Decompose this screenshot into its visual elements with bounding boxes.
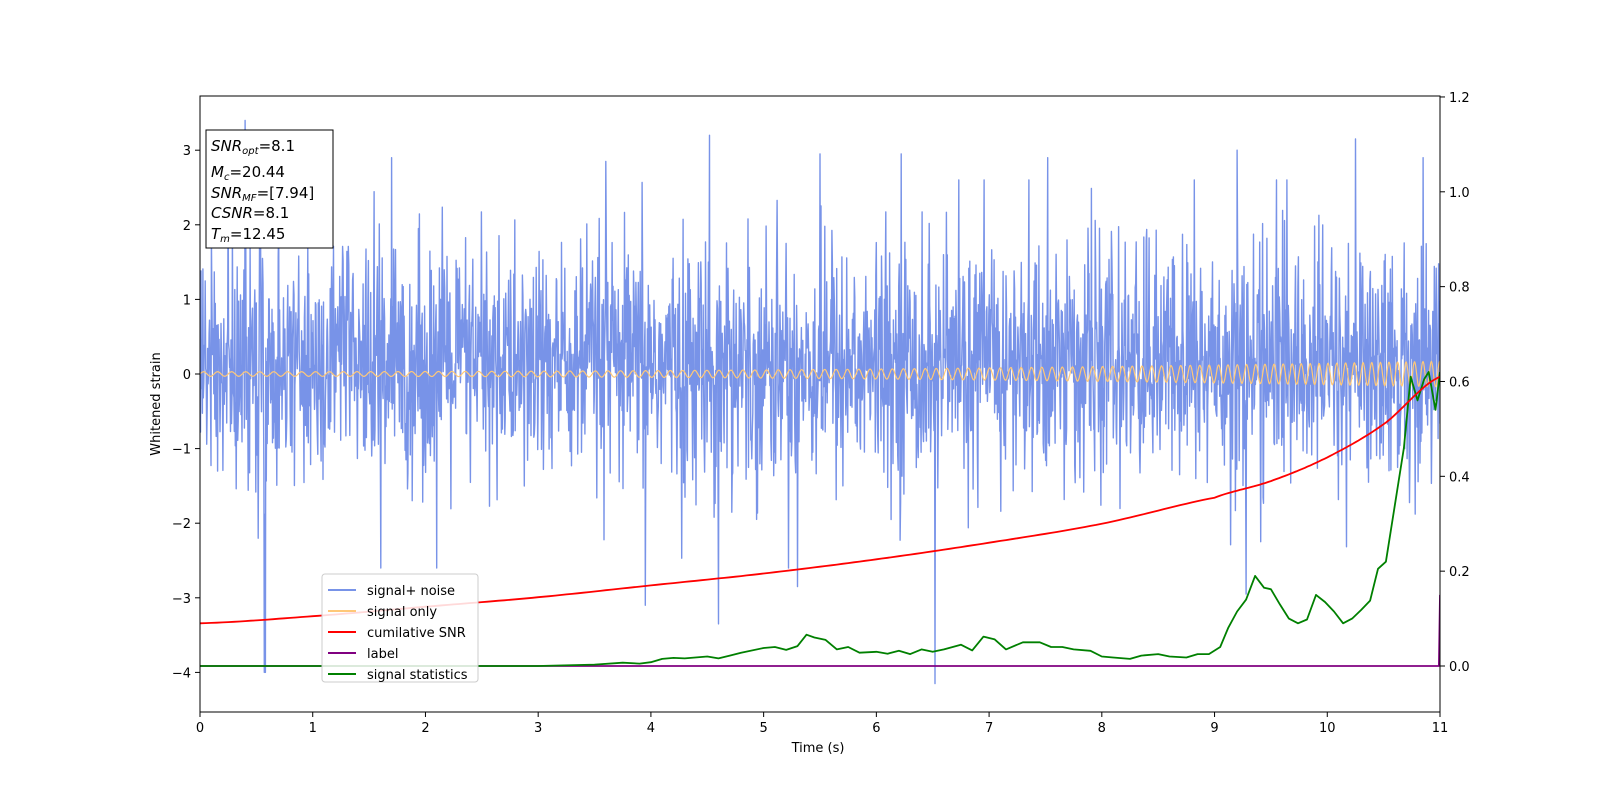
legend-label: signal statistics bbox=[367, 668, 468, 683]
legend-frame bbox=[321, 573, 479, 683]
x-tick-label: 11 bbox=[1432, 721, 1449, 736]
y-left-tick-label: 2 bbox=[183, 219, 191, 234]
y-right-tick-label: 0.4 bbox=[1449, 470, 1470, 485]
info-box-frame bbox=[205, 129, 334, 249]
info-mc: Mc=20.44 bbox=[211, 163, 285, 183]
y-left-tick-label: −1 bbox=[172, 443, 191, 458]
series-signal-only bbox=[200, 360, 1440, 388]
x-tick-label: 7 bbox=[985, 721, 993, 736]
y-right-tick-label: 0.8 bbox=[1449, 281, 1470, 296]
series-signal-statistics bbox=[200, 371, 1440, 667]
x-tick-label: 8 bbox=[1098, 721, 1106, 736]
info-tm: Tm=12.45 bbox=[211, 225, 285, 245]
y-right-tick-label: 1.2 bbox=[1449, 91, 1470, 106]
x-tick-label: 3 bbox=[534, 721, 542, 736]
y-left-tick-label: 1 bbox=[183, 293, 191, 308]
y-axis-right: 1.2 1.0 0.8 0.6 0.4 0.2 0.0 bbox=[1440, 91, 1470, 675]
y-left-tick-label: −3 bbox=[172, 592, 191, 607]
y-right-tick-label: 1.0 bbox=[1449, 186, 1470, 201]
info-csnr: CSNR=8.1 bbox=[211, 204, 289, 222]
y-axis-left: 3 2 1 0 −1 −2 −3 −4 bbox=[172, 144, 200, 681]
x-tick-label: 5 bbox=[759, 721, 767, 736]
info-snr-mf: SNRMF=[7.94] bbox=[211, 184, 314, 204]
x-tick-label: 2 bbox=[421, 721, 429, 736]
x-tick-label: 9 bbox=[1210, 721, 1218, 736]
y-right-tick-label: 0.6 bbox=[1449, 375, 1470, 390]
series-signal-noise bbox=[200, 119, 1440, 685]
legend-label: signal only bbox=[367, 605, 437, 620]
info-snr-opt: SNRopt=8.1 bbox=[211, 137, 295, 157]
y-axis-label: Whitened strain bbox=[149, 352, 164, 455]
y-left-tick-label: −4 bbox=[172, 666, 191, 681]
legend-label: cumilative SNR bbox=[367, 626, 466, 641]
x-axis: 0 1 2 3 4 5 6 7 8 9 10 11 bbox=[196, 712, 1448, 736]
y-right-tick-label: 0.2 bbox=[1449, 565, 1470, 580]
x-tick-label: 1 bbox=[309, 721, 317, 736]
x-axis-label: Time (s) bbox=[791, 741, 845, 756]
x-tick-label: 6 bbox=[872, 721, 880, 736]
legend: signal+ noise signal only cumilative SNR la… bbox=[321, 573, 479, 683]
x-tick-label: 4 bbox=[647, 721, 655, 736]
legend-label: signal+ noise bbox=[367, 584, 455, 599]
y-left-tick-label: 0 bbox=[183, 368, 191, 383]
legend-label: label bbox=[367, 647, 398, 662]
y-left-tick-label: −2 bbox=[172, 517, 191, 532]
y-right-tick-label: 0.0 bbox=[1449, 660, 1470, 675]
info-box: SNRopt=8.1 Mc=20.44 SNRMF=[7.94] CSNR=8.… bbox=[205, 129, 334, 249]
x-tick-label: 0 bbox=[196, 721, 204, 736]
plot-area-frame bbox=[199, 95, 1441, 713]
x-tick-label: 10 bbox=[1319, 721, 1336, 736]
y-left-tick-label: 3 bbox=[183, 144, 191, 159]
